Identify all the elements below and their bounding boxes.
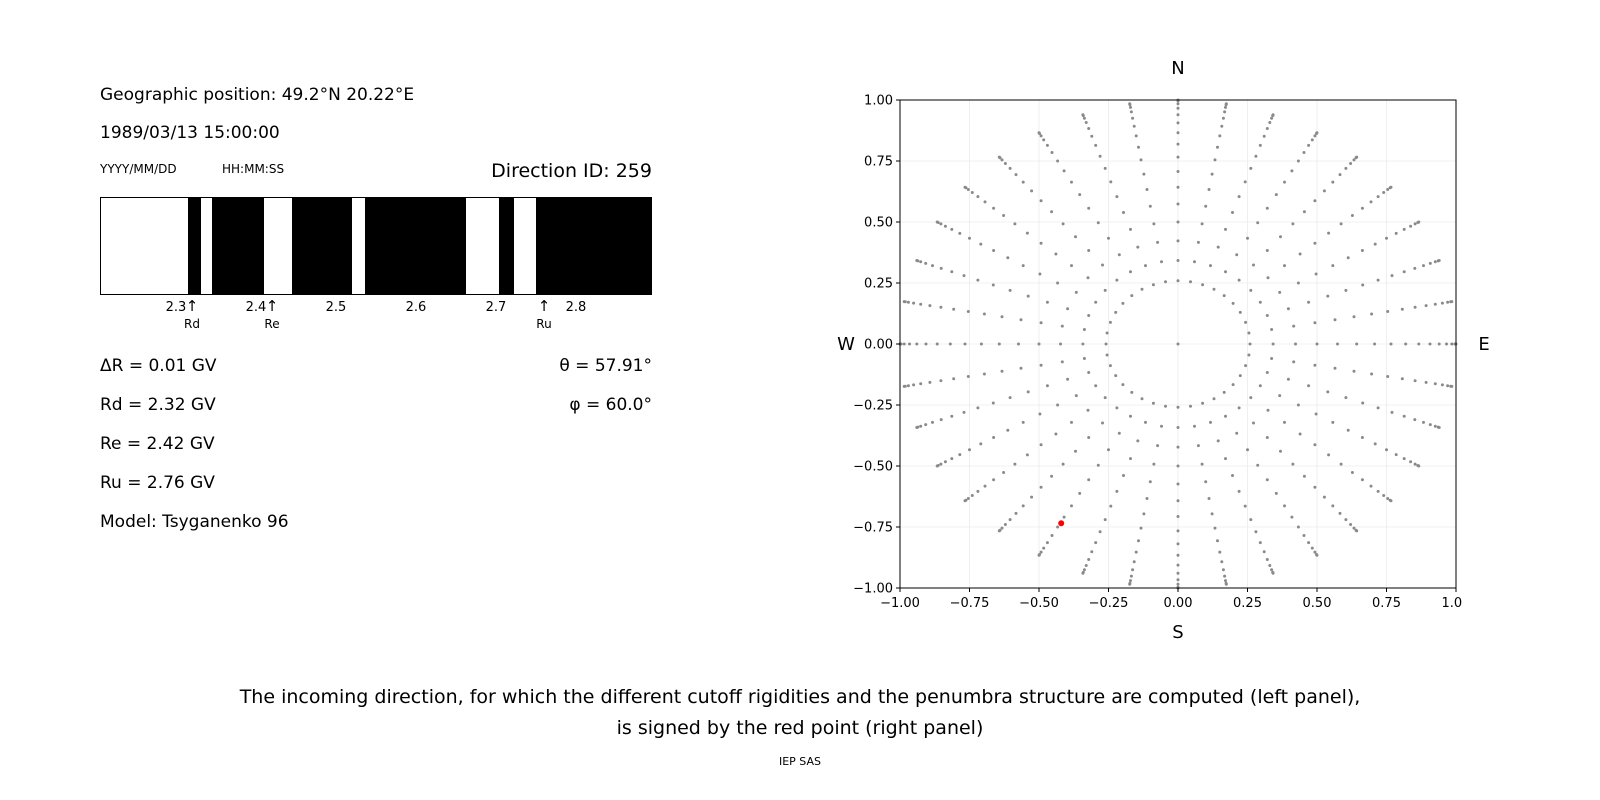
geographic-position: Geographic position: 49.2°N 20.22°E — [100, 85, 415, 105]
cutoff-marker-re: ↑ Re — [264, 296, 279, 331]
svg-text:−0.75: −0.75 — [950, 596, 990, 611]
south-label: S — [1172, 622, 1184, 643]
svg-text:1.00: 1.00 — [1442, 596, 1462, 611]
svg-text:−1.00: −1.00 — [880, 596, 920, 611]
selected-direction-point — [1058, 520, 1065, 527]
cutoff-marker-ru: ↑ Ru — [536, 296, 551, 331]
svg-text:0.75: 0.75 — [1372, 596, 1401, 611]
svg-text:−0.75: −0.75 — [853, 521, 893, 536]
axis-ticks: −1.00 −0.75 −0.50 −0.25 0.00 0.25 0.50 0.75 1.00… — [853, 94, 1462, 612]
svg-text:1.00: 1.00 — [864, 94, 893, 109]
barcode-tick-label: 2.8 — [565, 300, 587, 315]
model-label: Model: Tsyganenko 96 — [100, 512, 289, 532]
barcode-axis-ticks: 2.3 2.4 2.5 2.6 2.7 2.8 — [100, 300, 652, 316]
penumbra-allowed-band — [498, 198, 514, 294]
ru-value: Ru = 2.76 GV — [100, 473, 215, 493]
north-label: N — [1171, 58, 1185, 79]
phi-value: φ = 60.0° — [569, 395, 652, 415]
caption-line-2: is signed by the red point (right panel) — [616, 717, 984, 739]
rd-value: Rd = 2.32 GV — [100, 395, 216, 415]
penumbra-barcode-plot — [100, 197, 652, 295]
penumbra-allowed-band — [187, 198, 201, 294]
caption-line-1: The incoming direction, for which the di… — [239, 686, 1361, 708]
date-format-label: YYYY/MM/DD — [100, 162, 177, 176]
up-arrow-icon: ↑ — [265, 297, 279, 315]
penumbra-allowed-band — [364, 198, 467, 294]
svg-text:−1.00: −1.00 — [853, 582, 893, 597]
barcode-tick-label: 2.7 — [485, 300, 507, 315]
barcode-tick-label: 2.5 — [325, 300, 347, 315]
plot-frame — [899, 99, 1457, 589]
cutoff-marker-label: Re — [264, 317, 280, 331]
up-arrow-icon: ↑ — [185, 297, 199, 315]
svg-text:0.50: 0.50 — [1303, 596, 1332, 611]
svg-text:0.75: 0.75 — [864, 155, 893, 170]
penumbra-allowed-band — [211, 198, 265, 294]
penumbra-allowed-band — [292, 198, 353, 294]
datetime-value: 1989/03/13 15:00:00 — [100, 123, 280, 143]
barcode-tick-label: 2.3 — [165, 300, 187, 315]
svg-text:0.25: 0.25 — [864, 277, 893, 292]
direction-scatter-plot: −1.00 −0.75 −0.50 −0.25 0.00 0.25 0.50 0.75 1.00… — [853, 94, 1462, 612]
direction-id-title: Direction ID: 259 — [491, 160, 652, 182]
penumbra-allowed-band — [536, 198, 651, 294]
theta-value: θ = 57.91° — [559, 356, 652, 376]
svg-text:−0.50: −0.50 — [853, 460, 893, 475]
barcode-tick-label: 2.6 — [405, 300, 427, 315]
barcode-tick-label: 2.4 — [245, 300, 267, 315]
svg-text:0.00: 0.00 — [864, 338, 893, 353]
svg-text:−0.25: −0.25 — [853, 399, 893, 414]
svg-text:0.25: 0.25 — [1233, 596, 1262, 611]
barcode-cutoff-markers: ↑ Rd ↑ Re ↑ Ru — [100, 296, 652, 342]
direction-grid-points — [898, 98, 1458, 590]
cutoff-marker-label: Rd — [184, 317, 200, 331]
svg-text:−0.25: −0.25 — [1089, 596, 1129, 611]
credit-label: IEP SAS — [778, 755, 822, 768]
east-label: E — [1478, 334, 1490, 355]
re-value: Re = 2.42 GV — [100, 434, 215, 454]
time-format-label: HH:MM:SS — [222, 162, 285, 176]
delta-r-value: ΔR = 0.01 GV — [100, 356, 217, 376]
up-arrow-icon: ↑ — [537, 297, 551, 315]
cutoff-marker-rd: ↑ Rd — [184, 296, 200, 331]
west-label: W — [837, 334, 855, 355]
svg-text:0.50: 0.50 — [864, 216, 893, 231]
svg-text:0.00: 0.00 — [1164, 596, 1193, 611]
svg-text:−0.50: −0.50 — [1019, 596, 1059, 611]
cutoff-marker-label: Ru — [536, 317, 552, 331]
